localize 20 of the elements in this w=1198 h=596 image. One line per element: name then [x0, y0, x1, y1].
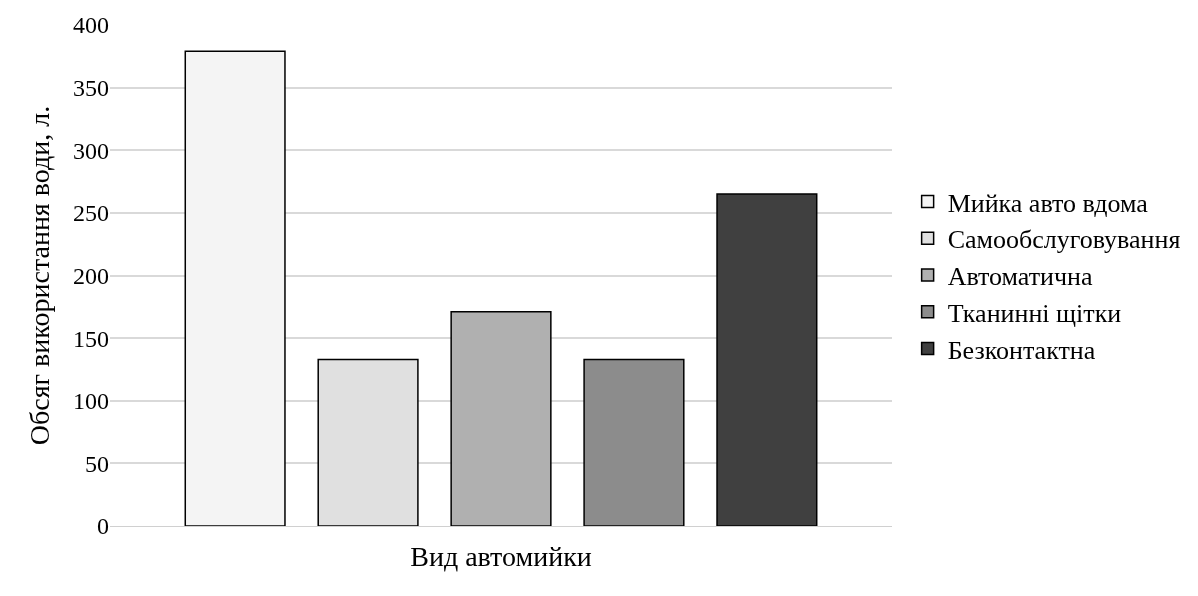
y-tick-label: 150 — [73, 325, 109, 352]
y-tick-label: 50 — [85, 450, 109, 477]
legend-label: Безконтактна — [947, 335, 1096, 365]
y-tick-label: 300 — [73, 137, 109, 164]
y-tick-label: 200 — [73, 262, 109, 289]
y-tick-label: 0 — [97, 513, 109, 540]
y-tick-label: 400 — [73, 12, 109, 39]
legend-label: Самообслуговування — [947, 225, 1181, 255]
x-axis-title: Вид автомийки — [410, 540, 592, 572]
bar — [716, 193, 818, 526]
y-tick-label: 350 — [73, 75, 109, 102]
y-axis-title: Обсяг використання води, л. — [23, 105, 55, 446]
y-tick-label: 250 — [73, 200, 109, 227]
legend-label: Мийка авто вдома — [947, 188, 1149, 218]
legend-label: Автоматична — [947, 262, 1093, 292]
bar — [450, 311, 552, 526]
bar — [583, 358, 685, 526]
bar — [184, 50, 286, 526]
y-tick-label: 100 — [73, 388, 109, 415]
legend-label: Тканинні щітки — [947, 298, 1122, 328]
